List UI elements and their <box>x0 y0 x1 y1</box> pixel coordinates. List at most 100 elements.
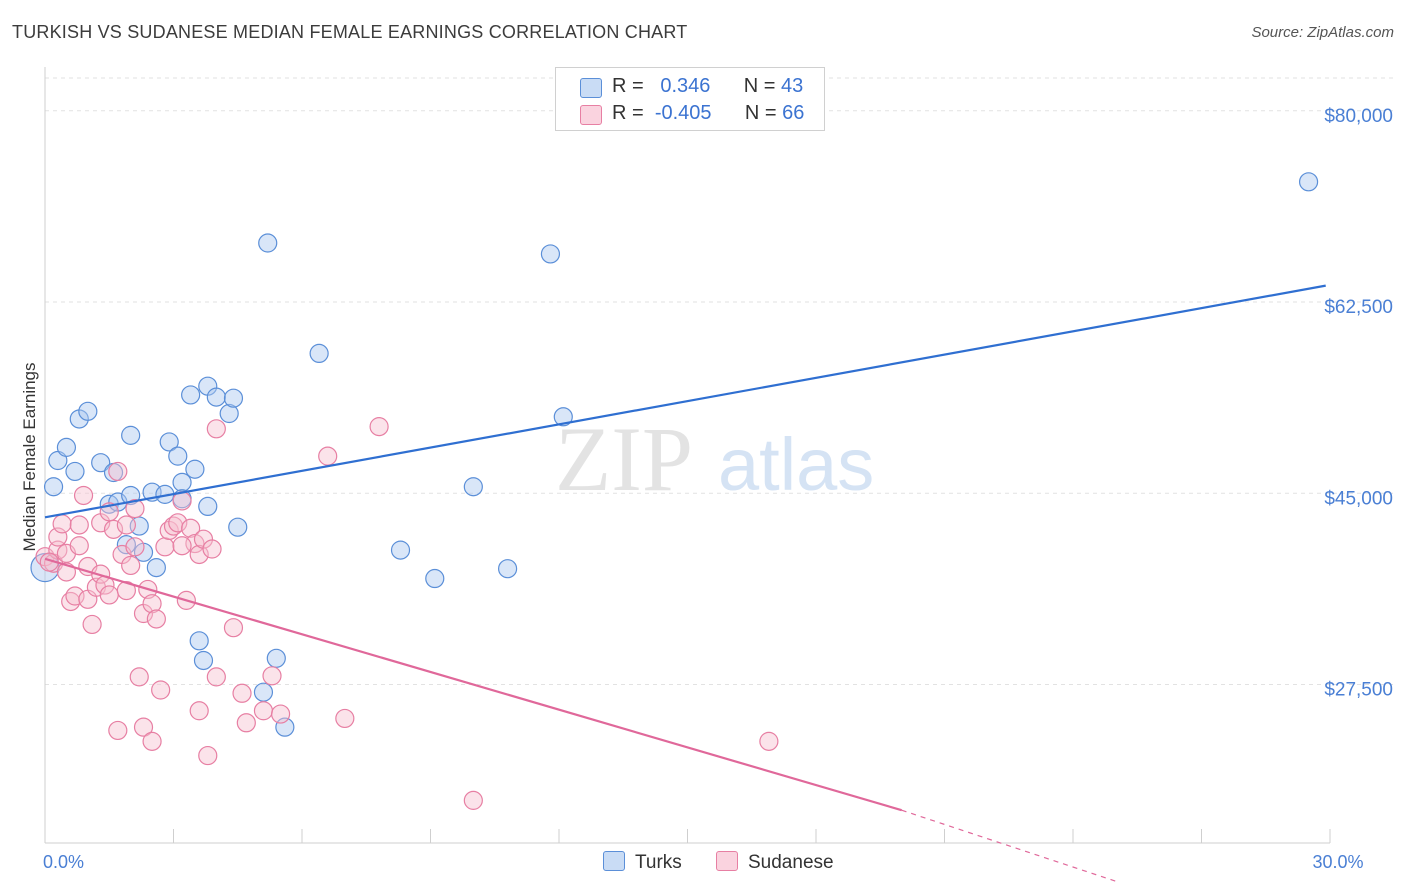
turks-trend-line <box>44 284 1326 519</box>
y-tick-labels: $80,000 $62,500 $45,000 $27,500 <box>1324 106 1393 701</box>
series-sudanese-points <box>35 417 779 810</box>
sudanese-r-value: -0.405 <box>654 102 712 124</box>
y-tick-label: $62,500 <box>1324 297 1393 318</box>
turks-point <box>540 244 561 264</box>
sudanese-point <box>189 544 209 565</box>
sudanese-point <box>133 717 154 737</box>
sudanese-point <box>108 461 128 482</box>
turks-n-label: N = <box>743 75 776 97</box>
turks-legend-label: Turks <box>635 852 682 873</box>
turks-point <box>198 496 218 516</box>
sudanese-point <box>168 513 188 533</box>
turks-point <box>253 682 274 702</box>
turks-point <box>309 343 329 363</box>
turks-point <box>1298 172 1319 192</box>
correlation-legend: R = 0.346 N = 43 R = -0.405 N = 66 <box>555 67 825 131</box>
source-credit: Source: ZipAtlas.com <box>1251 24 1394 41</box>
turks-point <box>425 568 445 589</box>
sudanese-point <box>318 446 338 466</box>
sudanese-point <box>181 518 201 538</box>
sudanese-trend-extension <box>901 809 1117 882</box>
y-tick-label: $27,500 <box>1324 680 1393 701</box>
watermark-atlas: atlas <box>718 423 874 506</box>
turks-point <box>498 559 518 579</box>
turks-point <box>185 459 205 479</box>
sudanese-point <box>335 708 355 729</box>
sudanese-point <box>759 731 779 751</box>
turks-point <box>206 387 226 407</box>
sudanese-point <box>236 713 256 733</box>
sudanese-point <box>223 618 244 638</box>
sudanese-point <box>108 720 128 741</box>
sudanese-point <box>270 704 291 724</box>
sudanese-point <box>121 555 141 576</box>
y-axis-label: Median Female Earnings <box>20 363 39 552</box>
turks-point <box>553 407 573 427</box>
sudanese-point <box>146 609 166 629</box>
sudanese-point <box>262 666 282 686</box>
sudanese-point <box>69 515 89 535</box>
turks-legend-swatch <box>603 851 625 871</box>
sudanese-point <box>116 515 136 535</box>
sudanese-point <box>151 680 171 700</box>
turks-n-value: 43 <box>781 75 804 97</box>
sudanese-point <box>463 790 483 810</box>
sudanese-swatch <box>580 105 602 125</box>
sudanese-point <box>369 417 389 437</box>
sudanese-point <box>103 519 124 539</box>
turks-point <box>219 403 239 424</box>
sudanese-point <box>155 537 175 557</box>
turks-point <box>463 477 483 497</box>
legend-item-sudanese[interactable]: Sudanese <box>716 851 834 874</box>
sudanese-point <box>206 419 226 439</box>
turks-point <box>228 517 248 537</box>
x-tick-label: 30.0% <box>1312 852 1363 872</box>
sudanese-point <box>172 536 192 556</box>
y-tick-label: $45,000 <box>1324 488 1393 509</box>
turks-point <box>56 437 77 457</box>
sudanese-legend-label: Sudanese <box>748 852 834 873</box>
sudanese-point <box>99 585 119 605</box>
sudanese-point <box>206 667 226 687</box>
y-tick-label: $80,000 <box>1324 106 1393 127</box>
sudanese-point <box>198 745 218 766</box>
turks-point <box>168 446 188 466</box>
x-tick-label: 0.0% <box>43 852 84 872</box>
sudanese-point <box>253 701 274 721</box>
sudanese-point <box>129 667 149 687</box>
sudanese-point <box>69 536 89 556</box>
sudanese-point <box>73 485 94 506</box>
turks-point <box>78 401 98 421</box>
turks-point <box>121 425 141 445</box>
turks-point <box>223 388 244 408</box>
sudanese-point <box>82 614 102 635</box>
sudanese-trend-line <box>44 557 902 812</box>
trend-lines <box>44 284 1326 882</box>
sudanese-point <box>125 537 145 557</box>
chart-title: TURKISH VS SUDANESE MEDIAN FEMALE EARNIN… <box>12 22 688 42</box>
gridlines <box>45 77 1393 686</box>
sudanese-point <box>232 683 252 703</box>
turks-point <box>266 648 286 668</box>
turks-point <box>181 385 201 405</box>
turks-r-value: 0.346 <box>660 75 711 97</box>
x-tick-labels: 0.0% 30.0% <box>43 852 1364 872</box>
sudanese-point <box>142 594 162 614</box>
turks-point <box>390 540 411 560</box>
turks-point <box>159 432 179 452</box>
sudanese-n-value: 66 <box>782 102 805 124</box>
turks-point <box>189 631 209 651</box>
turks-point <box>65 461 85 482</box>
legend-item-turks[interactable]: Turks <box>603 851 682 874</box>
turks-point <box>258 233 278 253</box>
turks-point <box>91 453 111 473</box>
watermark-zip: ZIP <box>555 408 693 510</box>
turks-r-label: R = <box>612 75 644 97</box>
sudanese-point <box>189 701 209 721</box>
sudanese-point <box>116 580 136 601</box>
turks-point <box>193 650 214 671</box>
sudanese-point <box>52 514 72 534</box>
sudanese-point <box>125 498 145 519</box>
sudanese-point <box>142 731 162 751</box>
